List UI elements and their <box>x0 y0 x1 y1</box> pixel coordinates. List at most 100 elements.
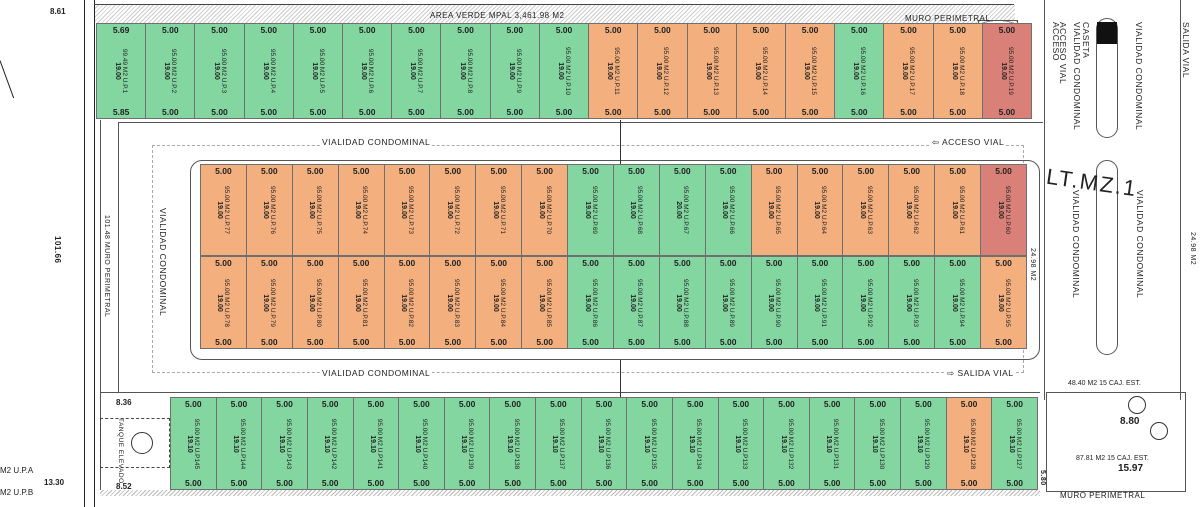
lot-3[interactable]: 5.00 5.00 95.00 M2 U.P.3 19.00 <box>194 23 245 119</box>
lot-back-dimension: 5.00 <box>823 478 841 488</box>
lot-138[interactable]: 5.00 5.00 95.00 M2 U.P138 19.10 <box>489 397 537 490</box>
lot-1[interactable]: 5.69 5.85 99.49 M2 U.P.1 19.00 <box>96 23 147 119</box>
caseta-label: CASETA <box>1081 22 1091 59</box>
lot-65[interactable]: 5.00 95.00 M2 U.P.65 19.00 <box>750 164 798 256</box>
lot-84[interactable]: 5.00 5.00 95.00 M2 U.P.84 19.00 <box>475 256 523 349</box>
lot-143[interactable]: 5.00 5.00 95.00 M2 U.P143 19.10 <box>261 397 308 490</box>
lot-139[interactable]: 5.00 5.00 95.00 M2 U.P139 19.10 <box>443 397 491 490</box>
lot-75[interactable]: 5.00 95.00 M2 U.P.75 19.00 <box>291 164 339 256</box>
lot-6[interactable]: 5.00 5.00 95.00 M2 U.P.6 19.00 <box>342 23 393 119</box>
lot-95[interactable]: 5.00 5.00 95.00 M2 U.P.95 19.00 <box>980 256 1027 349</box>
lot-back-dimension: 5.00 <box>408 107 425 117</box>
lot-92[interactable]: 5.00 5.00 95.00 M2 U.P.92 19.00 <box>842 256 890 349</box>
lot-87[interactable]: 5.00 5.00 95.00 M2 U.P.87 19.00 <box>613 256 660 349</box>
lot-13[interactable]: 5.00 5.00 95.00 M2 U.P.13 19.00 <box>686 23 737 119</box>
lot-14[interactable]: 5.00 5.00 95.00 M2 U.P.14 19.00 <box>735 23 786 119</box>
lot-133[interactable]: 5.00 5.00 95.00 M2 U.P133 19.10 <box>717 397 765 490</box>
lot-9[interactable]: 5.00 5.00 95.00 M2 U.P.9 19.00 <box>489 23 540 119</box>
lot-142[interactable]: 5.00 5.00 95.00 M2 U.P142 19.10 <box>306 397 354 490</box>
lot-64[interactable]: 5.00 95.00 M2 U.P.64 19.00 <box>796 164 844 256</box>
lot-66[interactable]: 5.00 95.00 M2 U.P.66 19.00 <box>704 164 752 256</box>
lot-76[interactable]: 5.00 95.00 M2 U.P.76 19.00 <box>245 164 293 256</box>
lot-front-dimension: 5.00 <box>550 399 567 409</box>
lot-78[interactable]: 5.00 5.00 95.00 M2 U.P.78 19.00 <box>200 256 247 349</box>
lot-back-dimension: 5.00 <box>230 478 248 488</box>
lot-70[interactable]: 5.00 95.00 M2 U.P.70 19.00 <box>521 164 569 256</box>
lot-77[interactable]: 5.00 95.00 M2 U.P.77 19.00 <box>200 164 247 256</box>
lot-80[interactable]: 5.00 5.00 95.00 M2 U.P.80 19.00 <box>291 256 339 349</box>
lot-140[interactable]: 5.00 5.00 95.00 M2 U.P140 19.10 <box>398 397 445 490</box>
lot-71[interactable]: 5.00 95.00 M2 U.P.71 19.00 <box>475 164 523 256</box>
lot-83[interactable]: 5.00 5.00 95.00 M2 U.P.83 19.00 <box>429 256 477 349</box>
lot-5[interactable]: 5.00 5.00 95.00 M2 U.P.5 19.00 <box>292 23 344 119</box>
lot-area-label: 95.00 M2 U.P136 19.10 <box>596 418 611 469</box>
lot-18[interactable]: 5.00 5.00 95.00 M2 U.P.18 19.00 <box>932 23 983 119</box>
lot-back-dimension: 5.00 <box>211 107 228 117</box>
lot-68[interactable]: 5.00 95.00 M2 U.P.68 19.00 <box>613 164 660 256</box>
lot-61[interactable]: 5.00 95.00 M2 U.P.61 19.00 <box>934 164 982 256</box>
lot-19[interactable]: 5.00 5.00 95.00 M2 U.P.19 19.00 <box>981 23 1032 119</box>
lot-134[interactable]: 5.00 5.00 95.00 M2 U.P134 19.10 <box>671 397 719 490</box>
lot-67[interactable]: 5.00 95.00 M2 U.P.67 20.00 <box>658 164 706 256</box>
lot-4[interactable]: 5.00 5.00 95.00 M2 U.P.4 19.00 <box>243 23 294 119</box>
lot-89[interactable]: 5.00 5.00 95.00 M2 U.P.89 19.00 <box>704 256 752 349</box>
bottom-right-parking <box>1046 392 1186 492</box>
lot-81[interactable]: 5.00 5.00 95.00 M2 U.P.81 19.00 <box>337 256 385 349</box>
lot-88[interactable]: 5.00 5.00 95.00 M2 U.P.88 19.00 <box>658 256 706 349</box>
lot-72[interactable]: 5.00 95.00 M2 U.P.72 19.00 <box>429 164 477 256</box>
lot-8[interactable]: 5.00 5.00 95.00 M2 U.P.8 19.00 <box>440 23 491 119</box>
lot-2[interactable]: 5.00 5.00 95.00 M2 U.P.2 19.00 <box>145 23 196 119</box>
lot-11[interactable]: 5.00 5.00 95.00 M2 U.P.11 19.00 <box>588 23 639 119</box>
lot-17[interactable]: 5.00 5.00 95.00 M2 U.P.17 19.00 <box>883 23 934 119</box>
lot-135[interactable]: 5.00 5.00 95.00 M2 U.P135 19.10 <box>626 397 673 490</box>
lot-131[interactable]: 5.00 5.00 95.00 M2 U.P131 19.10 <box>808 397 856 490</box>
lot-62[interactable]: 5.00 95.00 M2 U.P.62 19.00 <box>888 164 936 256</box>
lot-141[interactable]: 5.00 5.00 95.00 M2 U.P141 19.10 <box>352 397 400 490</box>
lot-16[interactable]: 5.00 5.00 95.00 M2 U.P.16 19.00 <box>834 23 885 119</box>
lot-back-dimension: 5.00 <box>903 337 921 347</box>
lot-60[interactable]: 5.00 95.00 M2 U.P.60 19.00 <box>980 164 1027 256</box>
bottom-right-dimension: 5.80 <box>1039 470 1046 486</box>
lot-area-label: 95.00 M2 U.P.60 19.00 <box>996 186 1011 234</box>
lot-12[interactable]: 5.00 5.00 95.00 M2 U.P.12 19.00 <box>637 23 688 119</box>
lot-136[interactable]: 5.00 5.00 95.00 M2 U.P136 19.10 <box>580 397 628 490</box>
lot-69[interactable]: 5.00 95.00 M2 U.P.69 19.00 <box>567 164 614 256</box>
lot-82[interactable]: 5.00 5.00 95.00 M2 U.P.82 19.00 <box>383 256 431 349</box>
lot-137[interactable]: 5.00 5.00 95.00 M2 U.P137 19.10 <box>535 397 582 490</box>
lot-127[interactable]: 5.00 5.00 95.00 M2 U.P127 19.10 <box>991 397 1038 490</box>
lot-132[interactable]: 5.00 5.00 95.00 M2 U.P132 19.10 <box>763 397 810 490</box>
lot-front-dimension: 5.00 <box>998 25 1016 35</box>
lot-144[interactable]: 5.00 5.00 95.00 M2 U.P144 19.10 <box>215 397 263 490</box>
lot-63[interactable]: 5.00 95.00 M2 U.P.63 19.00 <box>842 164 890 256</box>
lot-15[interactable]: 5.00 5.00 95.00 M2 U.P.15 19.00 <box>784 23 836 119</box>
lot-back-dimension: 5.00 <box>358 107 376 117</box>
lot-90[interactable]: 5.00 5.00 95.00 M2 U.P.90 19.00 <box>750 256 798 349</box>
lot-85[interactable]: 5.00 5.00 95.00 M2 U.P.85 19.00 <box>521 256 569 349</box>
lot-79[interactable]: 5.00 5.00 95.00 M2 U.P.79 19.00 <box>245 256 293 349</box>
lot-93[interactable]: 5.00 5.00 95.00 M2 U.P.93 19.00 <box>888 256 936 349</box>
lot-10[interactable]: 5.00 5.00 95.00 M2 U.P.10 19.00 <box>538 23 590 119</box>
lot-128[interactable]: 5.00 5.00 95.00 M2 U.P128 19.10 <box>945 397 993 490</box>
lot-area-label: 95.00 M2 U.P.65 19.00 <box>767 186 782 234</box>
lot-back-dimension: 5.00 <box>752 107 770 117</box>
lot-130[interactable]: 5.00 5.00 95.00 M2 U.P130 19.10 <box>854 397 902 490</box>
lot-back-dimension: 5.00 <box>504 478 521 488</box>
lot-74[interactable]: 5.00 95.00 M2 U.P.74 19.00 <box>337 164 385 256</box>
lot-73[interactable]: 5.00 95.00 M2 U.P.73 19.00 <box>383 164 431 256</box>
lot-front-dimension: 5.00 <box>778 399 795 409</box>
lot-94[interactable]: 5.00 5.00 95.00 M2 U.P.94 19.00 <box>934 256 982 349</box>
lot-area-label: 95.00 M2 U.P.14 19.00 <box>753 47 768 95</box>
lot-7[interactable]: 5.00 5.00 95.00 M2 U.P.7 19.00 <box>391 23 442 119</box>
lot-145[interactable]: 5.00 5.00 95.00 M2 U.P145 19.10 <box>170 397 217 490</box>
lot-front-dimension: 5.00 <box>801 25 819 35</box>
lot-front-dimension: 5.00 <box>490 258 508 268</box>
lot-front-dimension: 5.00 <box>604 25 622 35</box>
island-right-dimension: 24.98 M2 <box>1029 248 1036 282</box>
lot-area-label: 95.00 M2 U.P143 19.10 <box>277 418 292 469</box>
lot-row-bottom: 5.00 5.00 95.00 M2 U.P145 19.10 5.00 5.00 95.0… <box>170 397 1038 490</box>
lot-area-label: 95.00 M2 U.P.72 19.00 <box>445 186 460 234</box>
lot-86[interactable]: 5.00 5.00 95.00 M2 U.P.86 19.00 <box>567 256 614 349</box>
lot-129[interactable]: 5.00 5.00 95.00 M2 U.P129 19.10 <box>900 397 947 490</box>
road-bottom-line <box>100 392 1040 393</box>
lot-91[interactable]: 5.00 5.00 95.00 M2 U.P.91 19.00 <box>796 256 844 349</box>
